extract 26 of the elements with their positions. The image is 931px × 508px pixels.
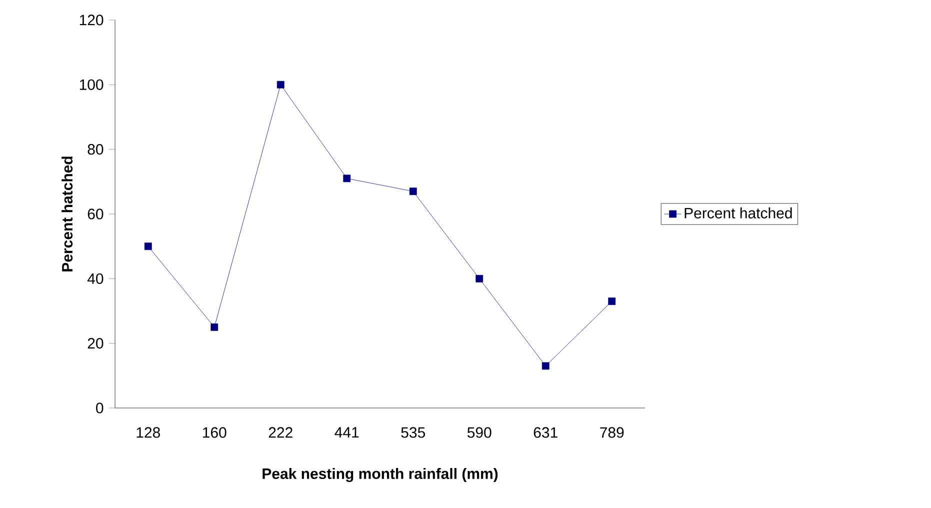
y-tick-label: 80 (88, 144, 104, 155)
point (144, 242, 152, 250)
y-axis-title: Percent hatched (62, 156, 73, 272)
y-tick-label: 100 (80, 79, 104, 90)
y-tick-label: 40 (87, 273, 104, 284)
y-tick-label: 60 (88, 208, 104, 220)
x-tick-label: 160 (203, 427, 226, 438)
x-tick-label: 590 (467, 427, 492, 438)
x-axis-title: Peak nesting month rainfall (mm) (262, 468, 498, 482)
y-tick-label: 0 (96, 402, 104, 414)
y-tick-label: 20 (88, 338, 104, 349)
x-tick-label: 441 (334, 427, 359, 438)
point (343, 174, 351, 182)
point (276, 80, 284, 88)
point (409, 188, 417, 196)
x-tick-label: 128 (136, 427, 160, 438)
point (476, 274, 484, 282)
point (542, 362, 550, 370)
y-tick-label: 120 (80, 14, 104, 26)
x-tick-label: 222 (268, 427, 292, 438)
legend-label: Percent hatched (684, 207, 792, 218)
x-tick-label: 631 (534, 427, 558, 438)
x-tick-label: 535 (401, 427, 426, 438)
point (210, 323, 218, 331)
x-tick-label: 789 (600, 427, 624, 438)
point (608, 298, 616, 305)
